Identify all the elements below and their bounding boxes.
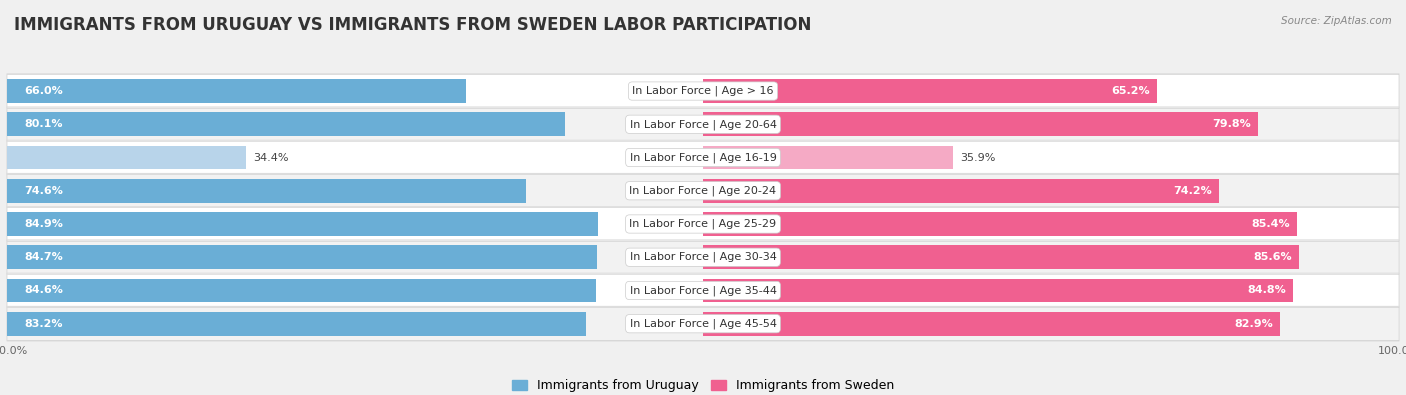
Text: IMMIGRANTS FROM URUGUAY VS IMMIGRANTS FROM SWEDEN LABOR PARTICIPATION: IMMIGRANTS FROM URUGUAY VS IMMIGRANTS FR… — [14, 16, 811, 34]
Text: 66.0%: 66.0% — [24, 86, 63, 96]
Text: 35.9%: 35.9% — [960, 152, 995, 162]
Text: 34.4%: 34.4% — [253, 152, 288, 162]
Bar — [703, 145, 953, 169]
Text: 84.7%: 84.7% — [24, 252, 63, 262]
Text: In Labor Force | Age 45-54: In Labor Force | Age 45-54 — [630, 318, 776, 329]
Bar — [7, 112, 564, 136]
Text: In Labor Force | Age 30-34: In Labor Force | Age 30-34 — [630, 252, 776, 263]
FancyBboxPatch shape — [7, 107, 1399, 141]
Bar — [7, 145, 246, 169]
Text: 85.6%: 85.6% — [1253, 252, 1292, 262]
Bar — [703, 79, 1157, 103]
FancyBboxPatch shape — [7, 273, 1399, 308]
Text: 74.2%: 74.2% — [1174, 186, 1212, 196]
Text: In Labor Force | Age 35-44: In Labor Force | Age 35-44 — [630, 285, 776, 296]
Bar — [7, 278, 596, 303]
FancyBboxPatch shape — [7, 140, 1399, 175]
Text: 84.6%: 84.6% — [24, 286, 63, 295]
Bar — [7, 245, 596, 269]
Bar — [703, 212, 1298, 236]
Bar — [7, 312, 586, 336]
Text: 79.8%: 79.8% — [1212, 119, 1251, 129]
Text: In Labor Force | Age 25-29: In Labor Force | Age 25-29 — [630, 219, 776, 229]
Text: In Labor Force | Age 20-24: In Labor Force | Age 20-24 — [630, 186, 776, 196]
Text: In Labor Force | Age 20-64: In Labor Force | Age 20-64 — [630, 119, 776, 130]
Text: 74.6%: 74.6% — [24, 186, 63, 196]
Text: In Labor Force | Age > 16: In Labor Force | Age > 16 — [633, 86, 773, 96]
FancyBboxPatch shape — [7, 307, 1399, 341]
Bar — [703, 278, 1294, 303]
FancyBboxPatch shape — [7, 173, 1399, 208]
Bar — [703, 245, 1299, 269]
Bar — [7, 212, 598, 236]
FancyBboxPatch shape — [7, 207, 1399, 241]
Text: 80.1%: 80.1% — [24, 119, 63, 129]
Bar — [7, 79, 467, 103]
Legend: Immigrants from Uruguay, Immigrants from Sweden: Immigrants from Uruguay, Immigrants from… — [506, 374, 900, 395]
Text: 84.9%: 84.9% — [24, 219, 63, 229]
Bar — [703, 179, 1219, 203]
Bar — [7, 179, 526, 203]
Bar — [703, 112, 1258, 136]
FancyBboxPatch shape — [7, 74, 1399, 108]
Text: Source: ZipAtlas.com: Source: ZipAtlas.com — [1281, 16, 1392, 26]
Text: 83.2%: 83.2% — [24, 319, 63, 329]
Text: In Labor Force | Age 16-19: In Labor Force | Age 16-19 — [630, 152, 776, 163]
Text: 65.2%: 65.2% — [1111, 86, 1150, 96]
Text: 84.8%: 84.8% — [1247, 286, 1286, 295]
Text: 85.4%: 85.4% — [1251, 219, 1291, 229]
Bar — [703, 312, 1279, 336]
FancyBboxPatch shape — [7, 240, 1399, 275]
Text: 82.9%: 82.9% — [1234, 319, 1272, 329]
